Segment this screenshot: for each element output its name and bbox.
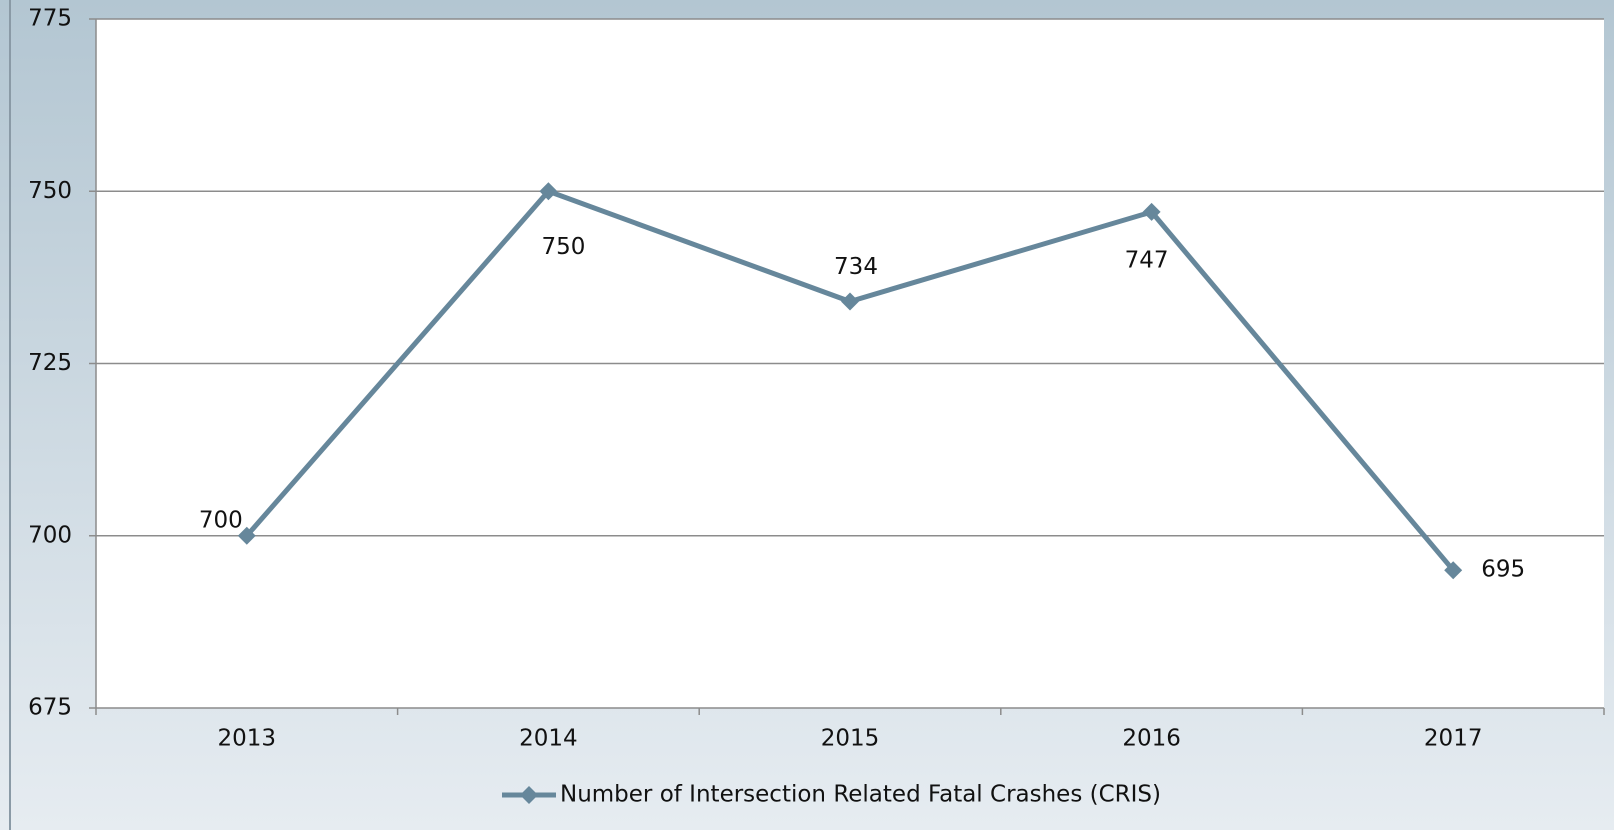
- data-label: 700: [199, 507, 243, 533]
- x-tick-label: 2016: [1122, 726, 1181, 752]
- y-tick-label: 750: [28, 178, 72, 204]
- y-tick-label: 775: [28, 6, 72, 32]
- legend-label: Number of Intersection Related Fatal Cra…: [560, 782, 1161, 808]
- y-tick-label: 700: [28, 522, 72, 548]
- marker: [1444, 561, 1463, 580]
- y-tick-label: 725: [28, 350, 72, 376]
- data-label: 695: [1481, 557, 1525, 583]
- marker: [841, 292, 859, 311]
- data-label: 747: [1125, 247, 1169, 273]
- data-label: 750: [541, 234, 585, 260]
- data-label: 734: [834, 254, 878, 280]
- marker: [237, 526, 256, 545]
- y-tick-label: 675: [28, 695, 72, 721]
- x-tick-label: 2015: [821, 726, 880, 752]
- legend-marker: [520, 786, 538, 804]
- x-tick-label: 2014: [519, 726, 578, 752]
- x-tick-label: 2017: [1424, 726, 1483, 752]
- x-tick-label: 2013: [218, 726, 277, 752]
- marker: [1142, 202, 1161, 221]
- marker: [539, 182, 558, 201]
